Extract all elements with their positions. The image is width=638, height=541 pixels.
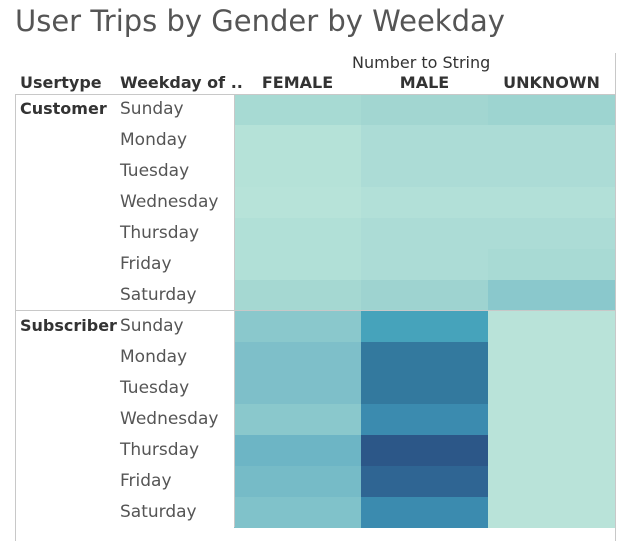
heatmap-cell-subscriber-thursday-unknown[interactable] bbox=[488, 435, 615, 466]
chart-title: User Trips by Gender by Weekday bbox=[15, 4, 505, 38]
row-label-saturday[interactable]: Saturday bbox=[120, 502, 197, 522]
heatmap-cell-subscriber-friday-female[interactable] bbox=[234, 466, 361, 497]
column-header-male[interactable]: MALE bbox=[399, 73, 450, 92]
heatmap-cell-subscriber-saturday-unknown[interactable] bbox=[488, 497, 615, 528]
heatmap-cell-customer-thursday-male[interactable] bbox=[361, 218, 488, 249]
row-label-friday[interactable]: Friday bbox=[120, 254, 172, 274]
heatmap-cell-subscriber-wednesday-female[interactable] bbox=[234, 404, 361, 435]
header-divider bbox=[15, 94, 616, 95]
heatmap-cell-customer-saturday-male[interactable] bbox=[361, 280, 488, 311]
heatmap-cell-subscriber-tuesday-female[interactable] bbox=[234, 373, 361, 404]
heatmap-cell-subscriber-thursday-female[interactable] bbox=[234, 435, 361, 466]
row-label-sunday[interactable]: Sunday bbox=[120, 316, 184, 336]
row-label-friday[interactable]: Friday bbox=[120, 471, 172, 491]
right-border bbox=[615, 53, 616, 541]
heatmap-cell-subscriber-friday-male[interactable] bbox=[361, 466, 488, 497]
weekday-header[interactable]: Weekday of .. bbox=[120, 73, 243, 92]
row-label-sunday[interactable]: Sunday bbox=[120, 99, 184, 119]
heatmap-cell-customer-wednesday-male[interactable] bbox=[361, 187, 488, 218]
heatmap-cell-customer-friday-male[interactable] bbox=[361, 249, 488, 280]
heatmap-cell-customer-wednesday-unknown[interactable] bbox=[488, 187, 615, 218]
heatmap-cell-customer-wednesday-female[interactable] bbox=[234, 187, 361, 218]
heatmap-cell-customer-friday-unknown[interactable] bbox=[488, 249, 615, 280]
heatmap-cell-subscriber-sunday-male[interactable] bbox=[361, 311, 488, 342]
heatmap-cell-customer-tuesday-male[interactable] bbox=[361, 156, 488, 187]
row-label-wednesday[interactable]: Wednesday bbox=[120, 409, 219, 429]
heatmap-cell-subscriber-sunday-unknown[interactable] bbox=[488, 311, 615, 342]
heatmap-cell-customer-saturday-female[interactable] bbox=[234, 280, 361, 311]
row-header-divider bbox=[234, 94, 235, 527]
column-header-unknown[interactable]: UNKNOWN bbox=[503, 73, 600, 92]
heatmap-cell-customer-monday-unknown[interactable] bbox=[488, 125, 615, 156]
heatmap-cell-subscriber-tuesday-unknown[interactable] bbox=[488, 373, 615, 404]
row-label-monday[interactable]: Monday bbox=[120, 347, 188, 367]
heatmap-cell-customer-monday-male[interactable] bbox=[361, 125, 488, 156]
heatmap-cell-customer-tuesday-female[interactable] bbox=[234, 156, 361, 187]
heatmap-cell-subscriber-saturday-male[interactable] bbox=[361, 497, 488, 528]
row-label-thursday[interactable]: Thursday bbox=[120, 223, 200, 243]
heatmap-cell-customer-sunday-female[interactable] bbox=[234, 94, 361, 125]
row-label-saturday[interactable]: Saturday bbox=[120, 285, 197, 305]
row-label-monday[interactable]: Monday bbox=[120, 130, 188, 150]
heatmap-cell-subscriber-sunday-female[interactable] bbox=[234, 311, 361, 342]
group-divider bbox=[15, 310, 616, 311]
heatmap-cell-subscriber-wednesday-male[interactable] bbox=[361, 404, 488, 435]
heatmap-cell-customer-thursday-female[interactable] bbox=[234, 218, 361, 249]
heatmap-cell-customer-friday-female[interactable] bbox=[234, 249, 361, 280]
heatmap-cell-subscriber-monday-male[interactable] bbox=[361, 342, 488, 373]
heatmap-cell-subscriber-monday-female[interactable] bbox=[234, 342, 361, 373]
heatmap-cell-subscriber-thursday-male[interactable] bbox=[361, 435, 488, 466]
group-label-subscriber[interactable]: Subscriber bbox=[20, 316, 117, 335]
row-label-tuesday[interactable]: Tuesday bbox=[120, 378, 190, 398]
heatmap-cell-subscriber-wednesday-unknown[interactable] bbox=[488, 404, 615, 435]
column-header-female[interactable]: FEMALE bbox=[261, 73, 334, 92]
heatmap-cell-subscriber-saturday-female[interactable] bbox=[234, 497, 361, 528]
heatmap-cell-customer-monday-female[interactable] bbox=[234, 125, 361, 156]
heatmap-cell-subscriber-friday-unknown[interactable] bbox=[488, 466, 615, 497]
heatmap-cell-subscriber-monday-unknown[interactable] bbox=[488, 342, 615, 373]
group-label-customer[interactable]: Customer bbox=[20, 99, 107, 118]
left-border bbox=[15, 94, 16, 541]
heatmap-cell-customer-sunday-unknown[interactable] bbox=[488, 94, 615, 125]
heatmap-cell-customer-thursday-unknown[interactable] bbox=[488, 218, 615, 249]
heatmap-cell-customer-saturday-unknown[interactable] bbox=[488, 280, 615, 311]
usertype-header[interactable]: Usertype bbox=[20, 73, 102, 92]
heatmap-cell-customer-tuesday-unknown[interactable] bbox=[488, 156, 615, 187]
row-label-tuesday[interactable]: Tuesday bbox=[120, 161, 190, 181]
heatmap-cell-customer-sunday-male[interactable] bbox=[361, 94, 488, 125]
heatmap-cell-subscriber-tuesday-male[interactable] bbox=[361, 373, 488, 404]
row-label-wednesday[interactable]: Wednesday bbox=[120, 192, 219, 212]
row-label-thursday[interactable]: Thursday bbox=[120, 440, 200, 460]
column-group-header: Number to String bbox=[352, 53, 491, 72]
